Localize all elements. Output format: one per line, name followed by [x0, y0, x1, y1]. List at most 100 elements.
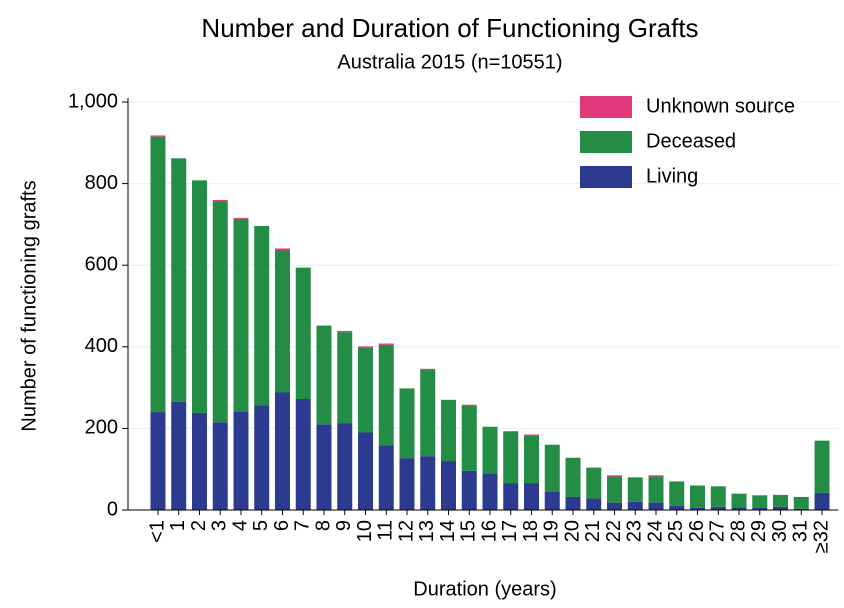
bar-segment — [793, 508, 809, 510]
bar-segment — [710, 486, 726, 507]
x-tick-label: 13 — [416, 520, 438, 542]
x-tick-label: 10 — [354, 520, 376, 542]
y-axis-label: Number of functioning grafts — [18, 180, 40, 431]
bar-segment — [524, 483, 540, 510]
chart-title: Number and Duration of Functioning Graft… — [201, 13, 698, 43]
x-tick-label: ≥32 — [810, 520, 832, 553]
bar-segment — [150, 412, 166, 510]
bar-segment — [731, 493, 747, 508]
bar-segment — [607, 475, 623, 477]
bar-segment — [503, 431, 519, 484]
y-tick-label: 200 — [85, 417, 118, 439]
bar-segment — [337, 330, 353, 333]
x-tick-label: <1 — [146, 520, 168, 543]
bar-segment — [274, 250, 290, 393]
y-tick-label: 800 — [85, 172, 118, 194]
bar-segment — [254, 226, 270, 406]
x-tick-label: 19 — [541, 520, 563, 542]
legend-label: Unknown source — [646, 95, 795, 117]
bar-segment — [752, 507, 768, 510]
bar-segment — [233, 218, 249, 412]
legend-swatch — [580, 166, 632, 188]
bar-segment — [524, 434, 540, 436]
bar-segment — [461, 405, 477, 471]
bar-segment — [814, 440, 830, 493]
bar-segment — [316, 325, 332, 425]
bar-segment — [295, 267, 311, 400]
y-tick-label: 600 — [85, 253, 118, 275]
y-tick-label: 0 — [107, 498, 118, 520]
x-tick-label: 2 — [188, 520, 210, 531]
x-tick-label: 30 — [769, 520, 791, 542]
x-tick-label: 17 — [499, 520, 521, 542]
legend-swatch — [580, 131, 632, 153]
x-tick-label: 28 — [727, 520, 749, 542]
bar-segment — [482, 473, 498, 510]
x-tick-label: 24 — [644, 520, 666, 542]
bar-segment — [295, 399, 311, 510]
bar-segment — [440, 399, 456, 462]
bar-segment — [254, 405, 270, 510]
x-tick-label: 27 — [707, 520, 729, 542]
bar-segment — [337, 423, 353, 510]
bar-segment — [565, 496, 581, 510]
y-tick-label: 400 — [85, 335, 118, 357]
legend-label: Living — [646, 165, 698, 187]
bar-segment — [586, 498, 602, 510]
bar-segment — [627, 501, 643, 510]
bar-segment — [420, 456, 436, 510]
x-tick-label: 9 — [333, 520, 355, 531]
bar-segment — [171, 401, 187, 510]
x-tick-label: 20 — [561, 520, 583, 542]
bar-segment — [399, 388, 415, 459]
bar-segment — [212, 199, 228, 202]
bar-segment — [191, 180, 207, 413]
bar-segment — [171, 158, 187, 402]
x-axis-label: Duration (years) — [413, 578, 556, 600]
bar-segment — [586, 467, 602, 499]
bar-segment — [607, 502, 623, 510]
chart-subtitle: Australia 2015 (n=10551) — [337, 51, 562, 73]
bar-segment — [648, 475, 664, 477]
legend-swatch — [580, 96, 632, 118]
x-tick-label: 11 — [375, 520, 397, 541]
bar-segment — [669, 481, 685, 506]
bar-segment — [420, 368, 436, 371]
bar-segment — [648, 476, 664, 503]
x-tick-label: 8 — [312, 520, 334, 531]
bar-segment — [233, 411, 249, 510]
bar-segment — [191, 412, 207, 510]
x-tick-label: 4 — [229, 520, 251, 531]
bar-segment — [274, 392, 290, 510]
bar-segment — [731, 507, 747, 510]
x-tick-label: 6 — [271, 520, 293, 531]
bar-segment — [150, 135, 166, 137]
bar-segment — [357, 347, 373, 433]
bar-segment — [627, 477, 643, 502]
x-tick-label: 3 — [209, 520, 231, 531]
y-tick-label: 1,000 — [68, 90, 118, 112]
bar-segment — [752, 495, 768, 508]
bar-segment — [357, 432, 373, 510]
bar-segment — [503, 483, 519, 510]
bar-segment — [544, 491, 560, 510]
x-tick-label: 21 — [582, 520, 604, 542]
bar-segment — [150, 136, 166, 413]
bar-segment — [524, 435, 540, 484]
bar-segment — [814, 492, 830, 510]
bar-segment — [316, 424, 332, 510]
bar-segment — [690, 507, 706, 510]
bar-segment — [378, 343, 394, 345]
bar-segment — [607, 476, 623, 503]
bar-segment — [648, 502, 664, 510]
x-tick-label: 18 — [520, 520, 542, 542]
x-tick-label: 25 — [665, 520, 687, 542]
x-tick-label: 26 — [686, 520, 708, 542]
bar-segment — [378, 344, 394, 446]
bar-segment — [669, 505, 685, 510]
bar-segment — [544, 444, 560, 492]
x-tick-label: 1 — [167, 520, 189, 531]
x-tick-label: 12 — [395, 520, 417, 542]
bar-segment — [420, 370, 436, 457]
